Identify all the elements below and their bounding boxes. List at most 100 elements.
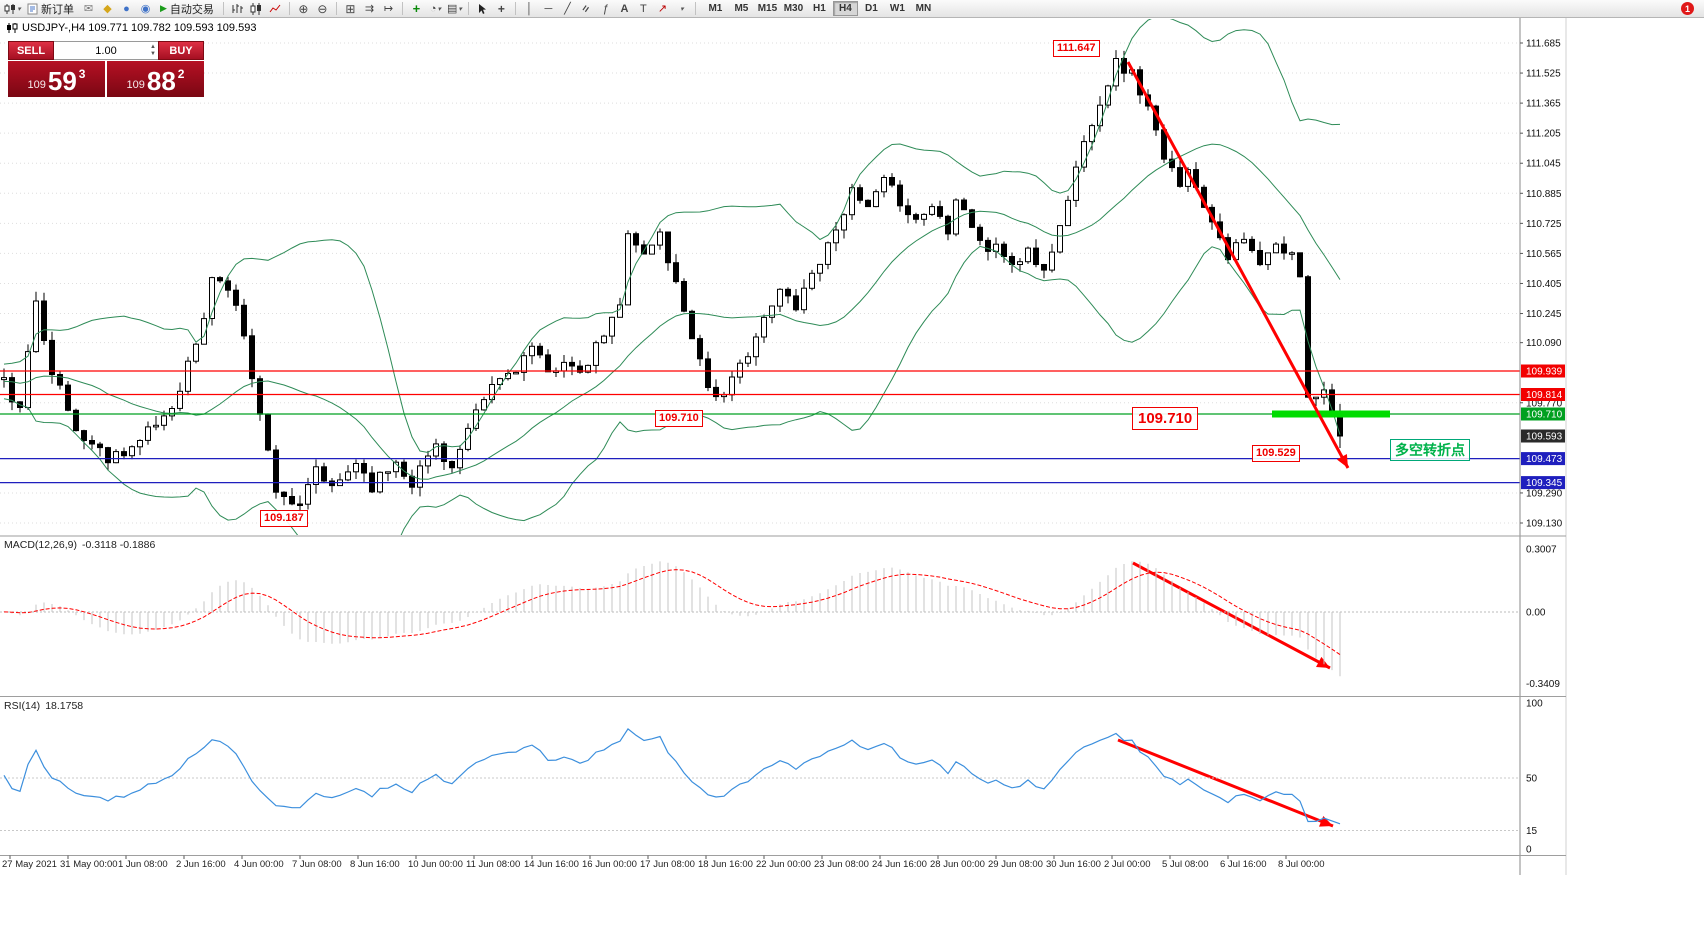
svg-text:109.130: 109.130 [1526, 519, 1563, 530]
sell-price[interactable]: 109 59 3 [8, 61, 105, 97]
fibonacci-icon[interactable]: ƒ [602, 2, 609, 15]
time-axis[interactable]: 27 May 2021 31 May 00:00 1 Jun 08:00 2 Jun … [2, 855, 1324, 871]
chart-shift-icon[interactable]: ↦ [383, 3, 394, 15]
timeframe-button-d1[interactable]: D1 [865, 3, 878, 14]
svg-text:0.3007: 0.3007 [1526, 544, 1557, 555]
trend-arrow[interactable] [1132, 561, 1331, 670]
svg-text:109.290: 109.290 [1526, 488, 1563, 499]
buy-button[interactable]: BUY [158, 41, 204, 60]
candlesticks [1, 50, 1343, 513]
svg-text:110.885: 110.885 [1526, 189, 1562, 200]
svg-text:27 May 2021: 27 May 2021 [2, 859, 57, 870]
volume-spinner[interactable]: ▲ ▼ [150, 44, 156, 58]
bar-chart-glyph [232, 3, 244, 13]
timeframe-button-h1[interactable]: H1 [813, 3, 826, 14]
line-chart-icon[interactable] [267, 1, 284, 16]
price-axis[interactable]: 111.685 111.525 111.365 111.205 111.045 110.8… [0, 18, 1567, 875]
svg-text:50: 50 [1526, 774, 1538, 785]
auto-scroll-icon[interactable]: ⇉ [364, 3, 375, 15]
buy-price-prefix: 109 [126, 79, 145, 91]
trend-arrow-head [1316, 656, 1330, 668]
trade-panel-prices: 109 59 3 109 88 2 [8, 61, 204, 97]
svg-text:109.939: 109.939 [1526, 367, 1563, 378]
rsi-name: RSI(14) [4, 700, 41, 712]
bar-chart-icon[interactable] [229, 1, 246, 16]
svg-text:4 Jun 00:00: 4 Jun 00:00 [234, 859, 284, 870]
templates-icon[interactable]: ▤ ▾ [446, 3, 462, 15]
rsi-pane[interactable] [0, 728, 1520, 831]
new-order-button[interactable]: 新订单 [23, 1, 78, 16]
mailbox-icon[interactable]: ✉ [83, 3, 94, 15]
trend-arrow[interactable] [1126, 61, 1350, 469]
timeframe-button-m5[interactable]: M5 [734, 3, 749, 14]
text-label-icon[interactable]: T [640, 2, 647, 15]
timeframe-button-h4[interactable]: H4 [832, 1, 858, 16]
symbol-ohlc-info: USDJPY-,H4 109.771 109.782 109.593 109.5… [6, 22, 256, 34]
svg-text:100: 100 [1526, 699, 1543, 710]
vertical-line-icon[interactable]: │ [525, 2, 533, 15]
sell-button[interactable]: SELL [8, 41, 54, 60]
cursor-icon[interactable] [474, 1, 491, 16]
svg-text:109.473: 109.473 [1526, 454, 1563, 465]
turning-point-label[interactable]: 多空转折点 [1390, 439, 1470, 461]
price-badge-109.939 [1521, 364, 1565, 378]
price-label-bottom[interactable]: 109.187 [260, 510, 308, 527]
svg-text:7 Jun 08:00: 7 Jun 08:00 [292, 859, 342, 870]
tile-windows-icon[interactable]: ⊞ [345, 1, 356, 16]
notification-badge[interactable]: 1 [1681, 2, 1694, 15]
text-icon[interactable]: A [620, 2, 629, 15]
svg-text:14 Jun 16:00: 14 Jun 16:00 [524, 859, 579, 870]
chevron-down-icon: ▾ [17, 5, 21, 13]
candlestick-chart-icon[interactable] [248, 1, 265, 16]
timeframe-button-w1[interactable]: W1 [889, 3, 905, 14]
line-chart-glyph [270, 4, 281, 12]
more-objects-icon[interactable]: ▾ [673, 1, 690, 16]
crosshair-icon[interactable]: + [497, 1, 505, 16]
price-label-level-big[interactable]: 109.710 [1132, 407, 1199, 430]
chart-objects[interactable] [0, 61, 1520, 828]
volume-value: 1.00 [95, 44, 117, 57]
spinner-up-icon[interactable]: ▲ [150, 44, 156, 50]
terminal-icon[interactable]: ◉ [140, 3, 151, 15]
zoom-out-icon[interactable]: ⊖ [317, 1, 328, 16]
svg-text:0: 0 [1526, 845, 1532, 856]
macd-pane[interactable] [0, 561, 1520, 677]
sell-price-big: 59 [47, 66, 77, 96]
toolbar-separator [514, 2, 516, 15]
channel-icon[interactable]: = [578, 1, 595, 16]
timeframe-button-m15[interactable]: M15 [757, 3, 778, 14]
buy-price[interactable]: 109 88 2 [107, 61, 204, 97]
price-label-peak[interactable]: 111.647 [1053, 40, 1100, 57]
auto-trading-button[interactable]: ▶ 自动交易 [156, 1, 218, 16]
main-grid [0, 42, 1520, 524]
auto-trading-icon: ▶ [160, 3, 167, 13]
navigator-icon[interactable]: ● [123, 2, 130, 15]
support-highlight-bar[interactable] [1272, 410, 1390, 418]
timeframe-button-m30[interactable]: M30 [783, 3, 804, 14]
price-label-level-small[interactable]: 109.710 [655, 410, 703, 427]
svg-text:6 Jul 16:00: 6 Jul 16:00 [1220, 859, 1266, 870]
svg-text:5 Jul 08:00: 5 Jul 08:00 [1162, 859, 1208, 870]
horizontal-line-icon[interactable]: ─ [544, 2, 553, 15]
zoom-in-icon[interactable]: ⊕ [298, 1, 309, 16]
trendline-icon[interactable]: ╱ [564, 3, 571, 15]
trend-arrow[interactable] [1117, 738, 1334, 828]
spinner-down-icon[interactable]: ▼ [150, 51, 156, 57]
periods-icon[interactable]: ◔ ▾ [429, 2, 441, 15]
indicators-icon[interactable]: + [412, 1, 421, 16]
timeframe-button-m1[interactable]: M1 [708, 3, 723, 14]
svg-text:17 Jun 08:00: 17 Jun 08:00 [640, 859, 695, 870]
svg-text:18 Jun 16:00: 18 Jun 16:00 [698, 859, 753, 870]
svg-text:0.00: 0.00 [1526, 608, 1546, 619]
volume-input[interactable]: 1.00 ▲ ▼ [54, 41, 158, 60]
arrows-tool-icon[interactable]: ↗ [657, 3, 668, 15]
new-chart-icon[interactable]: ▾ [4, 1, 21, 16]
price-label-breakdown[interactable]: 109.529 [1252, 445, 1300, 462]
svg-text:2 Jun 16:00: 2 Jun 16:00 [176, 859, 226, 870]
price-badge-109.814 [1521, 388, 1565, 401]
svg-text:8 Jun 16:00: 8 Jun 16:00 [350, 859, 400, 870]
market-watch-icon[interactable]: ◆ [103, 3, 112, 15]
timeframe-button-mn[interactable]: MN [915, 3, 932, 14]
svg-text:30 Jun 16:00: 30 Jun 16:00 [1046, 859, 1101, 870]
